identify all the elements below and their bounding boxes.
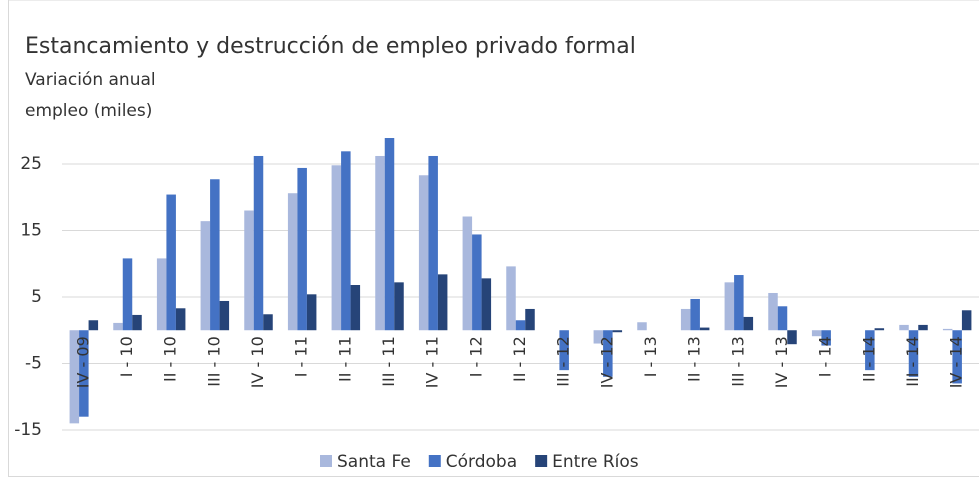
bar [166, 194, 176, 331]
bar [69, 330, 80, 424]
bar [952, 330, 962, 384]
bar [961, 310, 972, 331]
bar [787, 330, 797, 345]
y-tick-label: -5 [25, 353, 42, 373]
legend-label: Entre Ríos [552, 452, 639, 472]
bar [219, 300, 230, 331]
y-tick-label: 25 [20, 154, 42, 174]
x-tick-label: I - 11 [292, 336, 311, 377]
bar [200, 221, 211, 331]
frame [8, 0, 979, 477]
bar [768, 292, 778, 331]
bar [559, 330, 569, 371]
bar [418, 175, 429, 331]
bar [175, 308, 186, 331]
bar [525, 308, 535, 331]
bar [113, 322, 123, 331]
bar [244, 210, 254, 331]
bar [603, 330, 613, 377]
legend-label: Córdoba [446, 452, 517, 472]
bar [699, 327, 710, 331]
bar [437, 274, 448, 331]
bar [341, 151, 351, 331]
chart-title: Estancamiento y destrucción de empleo pr… [25, 34, 636, 59]
x-tick-label: IV - 14 [947, 336, 966, 388]
bar [942, 328, 953, 331]
bar [156, 258, 167, 331]
x-tick-label: IV - 11 [423, 336, 442, 388]
x-tick-label: I - 10 [117, 336, 136, 377]
x-tick-label: IV - 09 [73, 336, 92, 388]
bar [287, 193, 298, 331]
x-tick-label: III - 12 [554, 336, 573, 386]
bar [899, 324, 909, 331]
x-tick-label: I - 13 [641, 336, 660, 377]
bar [331, 165, 342, 331]
bar [593, 330, 604, 344]
bar [384, 138, 395, 331]
x-tick-label: IV - 13 [772, 336, 791, 388]
bar [690, 298, 700, 331]
bar [865, 330, 875, 371]
x-tick-label: IV - 10 [248, 336, 267, 388]
y-axis-label: Variación anual [25, 70, 156, 90]
bar [908, 330, 919, 377]
bar [428, 155, 438, 331]
x-tick-label: II - 14 [859, 336, 878, 382]
bar [132, 314, 142, 331]
x-tick-label: III - 14 [903, 336, 922, 386]
legend-swatch [320, 455, 332, 467]
bar [375, 155, 385, 331]
x-tick-label: III - 10 [204, 336, 223, 386]
legend-swatch [535, 455, 548, 467]
bar [743, 316, 754, 331]
bar [88, 320, 99, 331]
bar [481, 278, 492, 331]
x-tick-label: I - 14 [816, 336, 835, 377]
x-tick-label: II - 12 [510, 336, 529, 382]
bar [253, 155, 264, 331]
legend: Santa Fe Córdoba Entre Ríos [320, 452, 639, 472]
bar [724, 282, 735, 331]
bar [874, 328, 885, 331]
bar [637, 322, 647, 331]
y-axis-label: empleo (miles) [25, 101, 152, 121]
y-tick-label: 15 [20, 220, 42, 240]
bar [612, 330, 623, 333]
y-tick-label: -15 [14, 420, 42, 440]
bar [918, 324, 928, 331]
bar [515, 320, 526, 331]
legend-swatch [428, 455, 441, 467]
bar [462, 216, 473, 331]
x-tick-label: II - 11 [335, 336, 354, 382]
bar [821, 330, 831, 346]
bar [472, 234, 482, 331]
bar [79, 330, 89, 417]
x-tick-label: III - 11 [379, 336, 398, 386]
x-tick-label: IV - 12 [597, 336, 616, 388]
bar [777, 306, 788, 331]
bar [122, 258, 133, 331]
y-tick-label: 5 [31, 287, 42, 307]
bar [210, 179, 220, 331]
bar [680, 308, 691, 331]
x-tick-label: II - 10 [161, 336, 180, 382]
bar [506, 266, 516, 331]
bar [734, 275, 744, 331]
bar [394, 282, 404, 331]
bar [811, 330, 822, 337]
bar [350, 285, 361, 331]
bar [263, 314, 273, 331]
bar [306, 294, 317, 331]
x-tick-label: I - 12 [466, 336, 485, 377]
x-tick-label: III - 13 [728, 336, 747, 386]
x-tick-label: II - 13 [685, 336, 704, 382]
bar [297, 167, 307, 331]
legend-label: Santa Fe [337, 452, 411, 472]
